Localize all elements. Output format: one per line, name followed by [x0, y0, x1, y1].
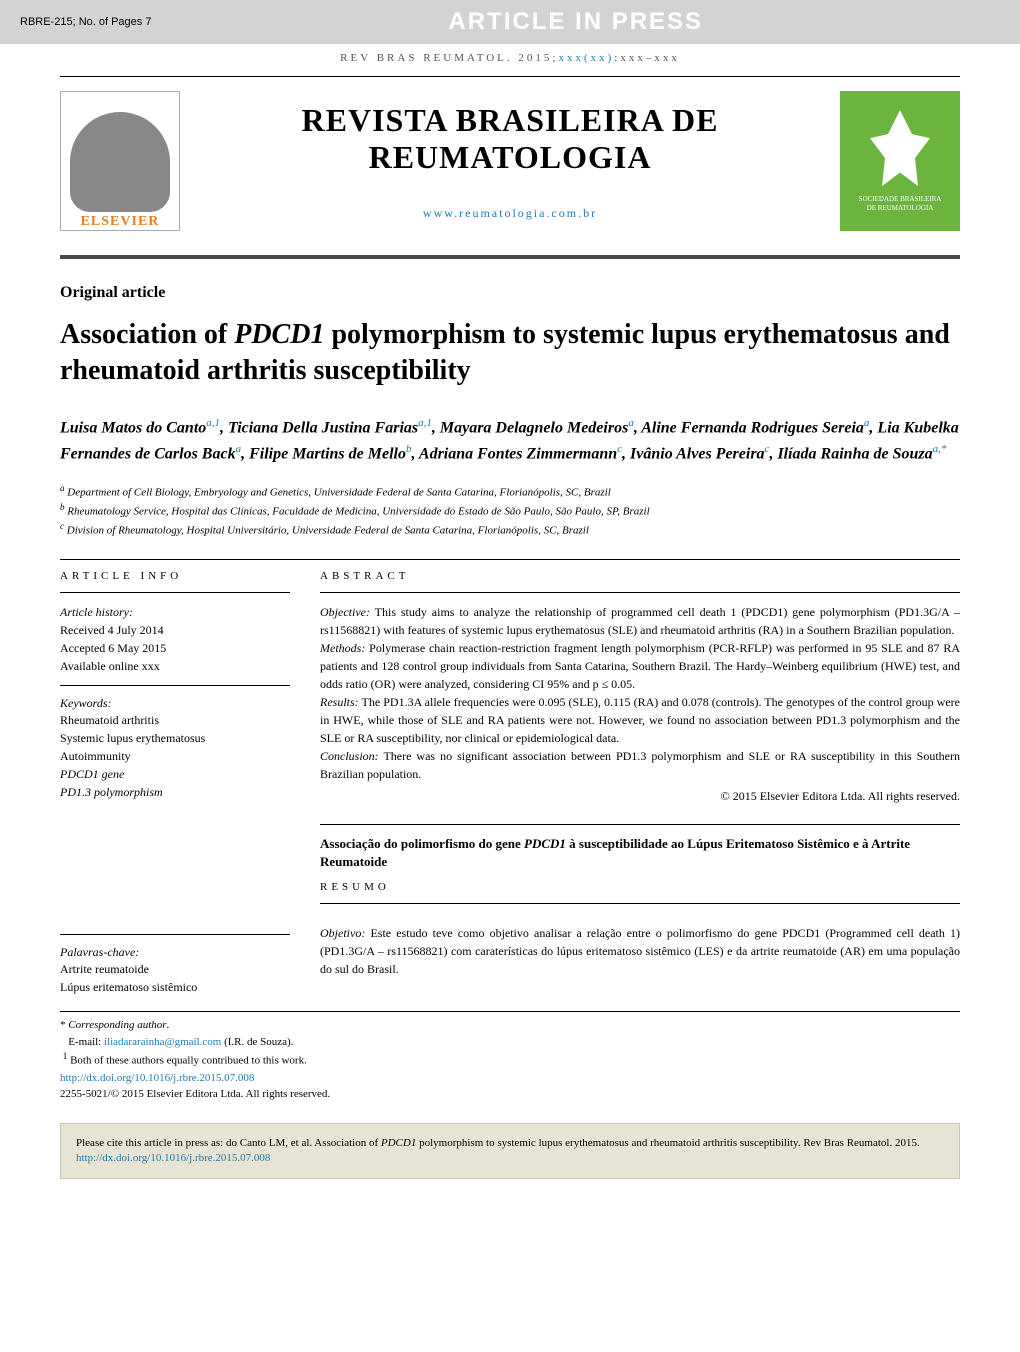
keyword: PD1.3 polymorphism [60, 783, 290, 801]
contribution-note: 1 Both of these authors equally contribu… [60, 1050, 960, 1069]
sbr-logo: SOCIEDADE BRASILEIRA DE REUMATOLOGIA [840, 91, 960, 231]
objective-label: Objective: [320, 605, 370, 619]
palavras-label: Palavras-chave: [60, 945, 290, 960]
email-link[interactable]: iliadararainha@gmail.com [104, 1036, 221, 1048]
palavra: Artrite reumatoide [60, 960, 290, 978]
affiliation-b: b Rheumatology Service, Hospital das Clí… [60, 501, 960, 520]
journal-title-line-1: REVISTA BRASILEIRA DE [180, 102, 840, 139]
affiliation-a: a Department of Cell Biology, Embryology… [60, 482, 960, 501]
journal-ref-highlight: xxx(xx) [558, 52, 614, 64]
abstract-heading: ABSTRACT [320, 570, 960, 582]
received-date: Received 4 July 2014 [60, 621, 290, 639]
objective-text: This study aims to analyze the relations… [320, 605, 960, 637]
divider [320, 592, 960, 593]
elsevier-tree-icon [70, 112, 170, 212]
conclusion-text: There was no significant association bet… [320, 749, 960, 781]
keywords-list: Rheumatoid arthritis Systemic lupus eryt… [60, 711, 290, 801]
keyword: Systemic lupus erythematosus [60, 729, 290, 747]
copyright: © 2015 Elsevier Editora Ltda. All rights… [320, 789, 960, 804]
journal-reference: REV BRAS REUMATOL. 2015;xxx(xx):xxx–xxx [0, 44, 1020, 72]
divider [60, 1011, 960, 1012]
resumo-heading: RESUMO [320, 881, 960, 893]
doi-link[interactable]: http://dx.doi.org/10.1016/j.rbre.2015.07… [60, 1070, 960, 1087]
journal-title-block: REVISTA BRASILEIRA DE REUMATOLOGIA www.r… [180, 102, 840, 221]
article-history: Article history: Received 4 July 2014 Ac… [60, 603, 290, 675]
email-line: E-mail: iliadararainha@gmail.com (I.R. d… [60, 1034, 960, 1051]
two-column-pt: Palavras-chave: Artrite reumatoide Lúpus… [60, 924, 960, 996]
divider [60, 934, 290, 935]
keywords-label: Keywords: [60, 696, 290, 711]
masthead: ELSEVIER REVISTA BRASILEIRA DE REUMATOLO… [0, 81, 1020, 251]
divider [60, 592, 290, 593]
resumo-body: Objetivo: Este estudo teve como objetivo… [320, 924, 960, 978]
elsevier-logo: ELSEVIER [60, 91, 180, 231]
divider [320, 824, 960, 825]
abstract-body: Objective: This study aims to analyze th… [320, 603, 960, 783]
left-column-pt: Palavras-chave: Artrite reumatoide Lúpus… [60, 924, 290, 996]
two-column-layout: ARTICLE INFO Article history: Received 4… [60, 570, 960, 914]
journal-url[interactable]: www.reumatologia.com.br [180, 206, 840, 221]
divider [60, 685, 290, 686]
elsevier-text: ELSEVIER [81, 214, 160, 230]
history-label: Article history: [60, 603, 290, 621]
methods-label: Methods: [320, 641, 365, 655]
article-in-press-banner: ARTICLE IN PRESS [151, 8, 1000, 36]
article-info-heading: ARTICLE INFO [60, 570, 290, 582]
sbr-text: SOCIEDADE BRASILEIRA DE REUMATOLOGIA [859, 195, 942, 212]
keyword: Rheumatoid arthritis [60, 711, 290, 729]
keyword: PDCD1 gene [60, 765, 290, 783]
issn-copyright: 2255-5021/© 2015 Elsevier Editora Ltda. … [60, 1086, 960, 1103]
portuguese-title: Associação do polimorfismo do gene PDCD1… [320, 835, 960, 871]
right-column-pt: Objetivo: Este estudo teve como objetivo… [320, 924, 960, 996]
results-label: Results: [320, 695, 359, 709]
citation-box: Please cite this article in press as: do… [60, 1123, 960, 1180]
article-type: Original article [60, 284, 960, 302]
available-date: Available online xxx [60, 657, 290, 675]
authors-list: Luisa Matos do Cantoa,1, Ticiana Della J… [60, 415, 960, 467]
objetivo-text: Este estudo teve como objetivo analisar … [320, 926, 960, 976]
sbr-shape-icon [870, 110, 930, 190]
divider [60, 559, 960, 560]
journal-title-line-2: REUMATOLOGIA [180, 139, 840, 176]
conclusion-label: Conclusion: [320, 749, 379, 763]
journal-ref-suffix: :xxx–xxx [614, 52, 680, 64]
right-column: ABSTRACT Objective: This study aims to a… [320, 570, 960, 914]
left-column: ARTICLE INFO Article history: Received 4… [60, 570, 290, 914]
article-reference: RBRE-215; No. of Pages 7 [20, 16, 151, 28]
results-text: The PD1.3A allele frequencies were 0.095… [320, 695, 960, 745]
corresponding-author: * Corresponding author. [60, 1017, 960, 1034]
palavras-list: Artrite reumatoide Lúpus eritematoso sis… [60, 960, 290, 996]
content: Original article Association of PDCD1 po… [0, 284, 1020, 996]
accepted-date: Accepted 6 May 2015 [60, 639, 290, 657]
palavra: Lúpus eritematoso sistêmico [60, 978, 290, 996]
divider [60, 76, 960, 77]
footer-notes: * Corresponding author. E-mail: iliadara… [0, 1011, 1020, 1102]
header-bar: RBRE-215; No. of Pages 7 ARTICLE IN PRES… [0, 0, 1020, 44]
journal-ref-prefix: REV BRAS REUMATOL. 2015; [340, 52, 558, 64]
citation-doi-link[interactable]: http://dx.doi.org/10.1016/j.rbre.2015.07… [76, 1152, 270, 1164]
affiliation-c: c Division of Rheumatology, Hospital Uni… [60, 520, 960, 539]
methods-text: Polymerase chain reaction-restriction fr… [320, 641, 960, 691]
keyword: Autoimmunity [60, 747, 290, 765]
divider [320, 903, 960, 904]
divider-thick [60, 255, 960, 259]
affiliations: a Department of Cell Biology, Embryology… [60, 482, 960, 539]
article-title: Association of PDCD1 polymorphism to sys… [60, 317, 960, 390]
objetivo-label: Objetivo: [320, 926, 365, 940]
